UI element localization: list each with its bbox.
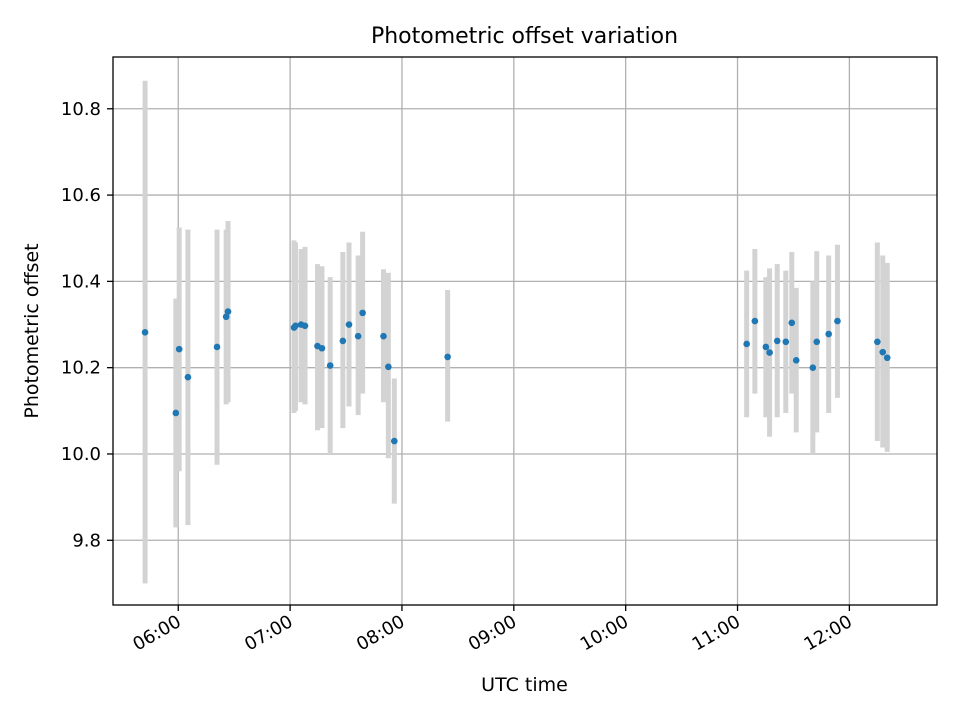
x-tick-label: 08:00 (353, 611, 408, 655)
data-point (222, 313, 230, 321)
data-point (172, 409, 180, 417)
data-point (141, 328, 149, 336)
x-tick-label: 07:00 (241, 611, 296, 655)
chart-title: Photometric offset variation (371, 24, 678, 49)
data-point (318, 344, 326, 352)
data-point (339, 337, 347, 345)
data-point (825, 330, 832, 338)
data-point (345, 321, 353, 328)
data-point (326, 362, 334, 369)
data-point (385, 363, 392, 371)
data-point (879, 348, 887, 356)
data-point (175, 345, 183, 353)
y-tick-label: 10.0 (61, 444, 101, 465)
data-point (809, 364, 817, 371)
data-point (359, 309, 366, 317)
data-point (292, 322, 299, 330)
data-point (380, 332, 387, 340)
y-axis-label: Photometric offset (21, 243, 43, 418)
data-point (762, 343, 770, 351)
x-tick-label: 11:00 (689, 611, 744, 655)
data-point (213, 343, 221, 351)
data-point (883, 354, 891, 362)
data-point (301, 322, 309, 330)
data-point (788, 319, 796, 327)
data-point (224, 308, 232, 315)
grid (113, 57, 937, 605)
x-tick-label: 10:00 (577, 611, 632, 655)
data-point (751, 317, 759, 325)
data-point (813, 338, 821, 346)
data-point (743, 340, 750, 348)
data-point (792, 357, 800, 364)
plot-frame (112, 56, 938, 606)
data-point (773, 337, 781, 345)
y-tick-label: 10.8 (61, 99, 101, 120)
y-axis-ticks: 9.8 10.0 10.2 10.4 10.6 10.8 (61, 99, 113, 551)
data-point (444, 353, 451, 361)
y-tick-label: 10.2 (61, 358, 101, 379)
data-point (834, 317, 841, 325)
x-tick-label: 09:00 (465, 611, 520, 655)
y-tick-label: 9.8 (72, 530, 101, 551)
data-point (766, 349, 773, 356)
x-axis-ticks: 06:00 07:00 08:00 09:00 10:00 11:00 12:00 (129, 605, 856, 655)
data-point (391, 437, 398, 445)
x-axis-label: UTC time (481, 674, 568, 696)
y-tick-label: 10.4 (61, 271, 101, 292)
data-point (354, 332, 362, 340)
data-points (141, 308, 891, 445)
data-point (782, 338, 790, 346)
y-tick-label: 10.6 (61, 185, 101, 206)
x-tick-label: 06:00 (129, 611, 184, 655)
data-point (874, 338, 881, 346)
x-tick-label: 12:00 (800, 611, 855, 655)
data-point (184, 373, 192, 381)
error-bars (142, 80, 890, 584)
